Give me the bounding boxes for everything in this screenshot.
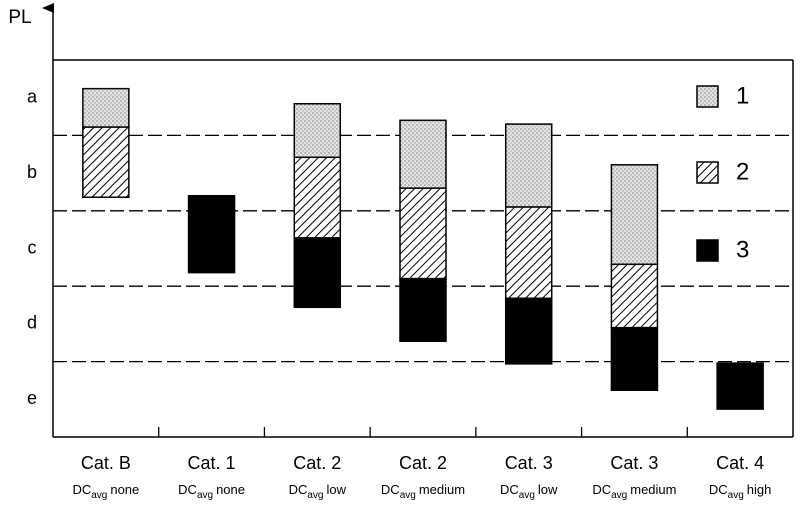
legend-label: 2 [736, 158, 749, 185]
x-tick-label: Cat. 3 [610, 453, 658, 473]
bar-segment [504, 297, 553, 365]
note-level: low [326, 482, 346, 497]
note-prefix: DC [709, 482, 728, 497]
bar-segment [610, 326, 659, 392]
note-subscript: avg [728, 490, 744, 501]
bar-segment [399, 277, 447, 342]
note-level: none [110, 482, 139, 497]
bar-segment [610, 164, 659, 266]
bar-segment [82, 126, 130, 198]
note-subscript: avg [519, 490, 535, 501]
note-level: none [216, 482, 245, 497]
note-level: low [538, 482, 558, 497]
note-prefix: DC [381, 482, 400, 497]
category-note: DCavg high [709, 482, 771, 500]
note-level: high [747, 482, 772, 497]
note-prefix: DC [72, 482, 91, 497]
bar-segment [293, 237, 342, 309]
category-note: DCavg none [178, 482, 245, 500]
note-subscript: avg [307, 490, 323, 501]
bar-segment [82, 87, 130, 128]
category-note: DCavg low [500, 482, 558, 500]
legend-label: 3 [736, 236, 749, 263]
category-note: DCavg none [72, 482, 139, 500]
x-tick-label: Cat. 1 [188, 453, 236, 473]
x-tick-label: Cat. B [81, 453, 131, 473]
x-tick-label: Cat. 3 [505, 453, 553, 473]
legend-swatch [696, 161, 719, 184]
bar-segment [716, 362, 764, 410]
legend-label: 1 [736, 82, 749, 109]
note-subscript: avg [611, 490, 627, 501]
bar-segment [504, 206, 553, 300]
note-subscript: avg [91, 490, 107, 501]
note-prefix: DC [592, 482, 611, 497]
x-tick-label: Cat. 2 [399, 453, 447, 473]
legend-swatch [696, 239, 719, 262]
y-tick-label: c [28, 237, 37, 257]
bar-segment [187, 194, 236, 274]
x-tick-label: Cat. 2 [293, 453, 341, 473]
y-tick-label: a [27, 86, 38, 106]
bar-segment [610, 263, 659, 329]
y-axis-label: PL [8, 7, 31, 28]
bar-segment [293, 156, 342, 239]
note-prefix: DC [289, 482, 308, 497]
note-level: medium [419, 482, 465, 497]
note-subscript: avg [197, 490, 213, 501]
bar-segment [504, 123, 553, 208]
note-prefix: DC [500, 482, 519, 497]
legend-swatch [696, 85, 719, 108]
bar-segment [293, 102, 342, 159]
category-note: DCavg medium [381, 482, 465, 500]
y-tick-label: e [27, 388, 37, 408]
category-note: DCavg medium [592, 482, 676, 500]
y-tick-label: b [27, 162, 37, 182]
bar-segment [399, 187, 447, 280]
x-tick-label: Cat. 4 [716, 453, 764, 473]
category-note: DCavg low [289, 482, 347, 500]
bar-segment [399, 119, 447, 189]
note-level: medium [630, 482, 676, 497]
note-prefix: DC [178, 482, 197, 497]
y-tick-label: d [27, 313, 37, 333]
note-subscript: avg [400, 490, 416, 501]
